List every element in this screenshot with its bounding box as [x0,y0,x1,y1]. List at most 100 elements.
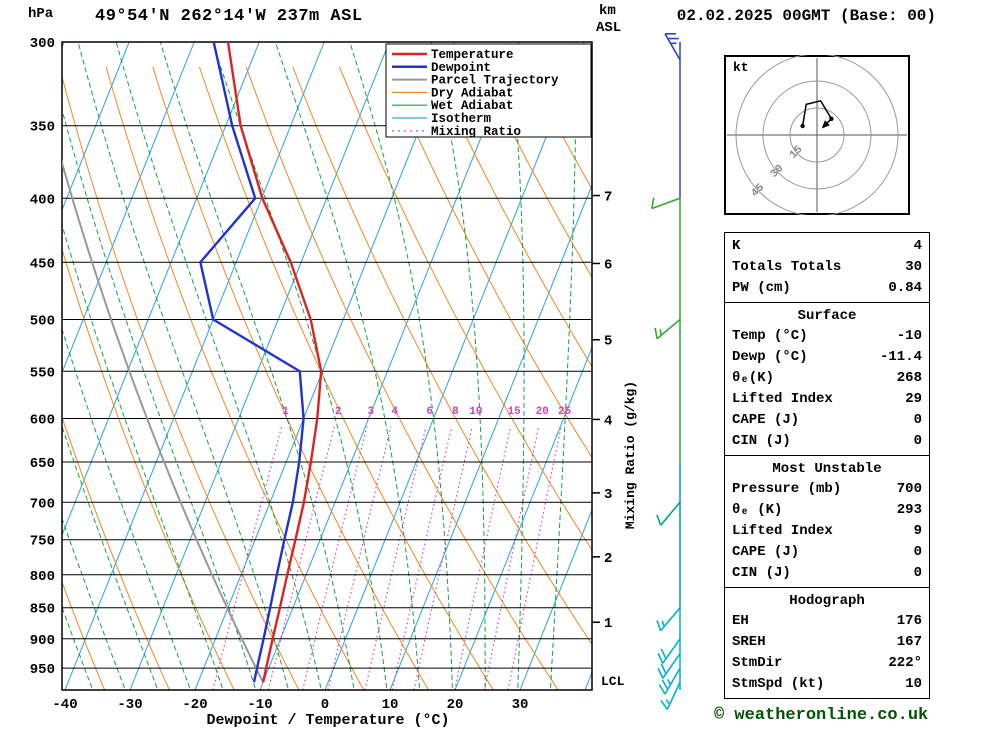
table-row-value: 9 [913,523,922,539]
table-row: StmDir 222° [725,653,929,674]
table-row: CIN (J) 0 [725,563,929,584]
table-row: EH 176 [725,611,929,632]
table-row: Pressure (mb) 700 [725,479,929,500]
svg-text:6: 6 [604,257,612,273]
table-row-label: Dewp (°C) [732,349,808,365]
svg-text:-30: -30 [117,697,142,713]
temperature-line [226,42,323,683]
svg-text:950: 950 [30,662,55,678]
hodograph-arrow [821,120,830,129]
table-row-value: 0.84 [888,280,922,296]
svg-text:25: 25 [558,406,572,418]
page-title: 49°54'N 262°14'W 237m ASL [95,7,363,26]
table-row-label: StmSpd (kt) [732,676,825,692]
temperature-axis-labels: -40 -30 -20 -10 0 10 20 30 [52,697,528,713]
table-row-value: 0 [913,412,922,428]
svg-text:400: 400 [30,192,55,208]
table-section-header: Most Unstable [772,461,882,477]
svg-text:3: 3 [367,406,374,418]
table-row-label: CAPE (J) [732,544,800,560]
table-row-value: 29 [905,391,922,407]
svg-text:0: 0 [321,697,329,713]
svg-text:900: 900 [30,633,55,649]
svg-text:20: 20 [536,406,549,418]
table-row: Totals Totals 30 [725,257,929,278]
skewt-background [62,42,592,690]
svg-text:6: 6 [426,406,433,418]
wind-barb [656,607,681,632]
table-section: Hodograph EH 176 SREH 167 StmDir 222° StmSpd (k… [725,587,929,698]
svg-text:550: 550 [30,365,55,381]
table-row-value: 293 [896,502,922,518]
svg-text:10: 10 [382,697,399,713]
table-row: Lifted Index 9 [725,521,929,542]
svg-text:Wet Adiabat: Wet Adiabat [431,99,514,113]
mixing-ratio-lines [212,426,562,690]
table-row-label: CIN (J) [732,433,791,449]
svg-text:1: 1 [282,406,289,418]
plot-border [61,41,593,691]
svg-text:2: 2 [604,551,612,567]
table-section-header: Hodograph [789,593,865,609]
svg-text:4: 4 [391,406,398,418]
table-row-label: K [732,238,741,254]
mixing-axis-title: Mixing Ratio (g/kg) [623,381,638,529]
table-row-label: SREH [732,634,766,650]
wind-barb [656,501,681,526]
svg-text:30: 30 [512,697,529,713]
sounding-profiles [62,42,323,683]
table-row-label: Temp (°C) [732,328,808,344]
svg-text:3: 3 [604,487,612,503]
mixing-ratio-labels: 1 2 3 4 6 8 10 15 20 25 [282,406,571,418]
svg-text:1: 1 [604,616,612,632]
table-row-label: EH [732,613,749,629]
svg-text:Temperature: Temperature [431,48,514,62]
table-row-value: 0 [913,565,922,581]
hodograph-trace [801,99,833,127]
svg-text:700: 700 [30,496,55,512]
wind-barb [651,197,681,210]
svg-text:Mixing Ratio: Mixing Ratio [431,125,521,139]
svg-text:650: 650 [30,456,55,472]
table-section: Most Unstable Pressure (mb) 700 θₑ (K) 293 Li… [725,455,929,587]
table-row: θₑ(K) 268 [725,368,929,389]
table-section: Surface Temp (°C) -10 Dewp (°C) -11.4 θₑ(K) 26… [725,302,929,455]
svg-text:20: 20 [447,697,464,713]
table-row-label: Pressure (mb) [732,481,842,497]
svg-text:4: 4 [604,413,612,429]
svg-text:-20: -20 [182,697,207,713]
svg-text:15: 15 [508,406,522,418]
table-row-value: 4 [913,238,922,254]
table-row-value: 0 [913,544,922,560]
table-row-value: -10 [896,328,922,344]
parcel-line [62,159,264,683]
svg-text:800: 800 [30,569,55,585]
table-row-value: 700 [896,481,922,497]
svg-text:7: 7 [604,190,612,206]
svg-text:10: 10 [469,406,482,418]
svg-text:300: 300 [30,36,55,52]
wind-barb [664,33,681,61]
table-row: Temp (°C) -10 [725,326,929,347]
table-row-value: 268 [896,370,922,386]
table-row: CAPE (J) 0 [725,410,929,431]
svg-text:Dewpoint: Dewpoint [431,61,491,75]
svg-text:600: 600 [30,413,55,429]
wind-barb-column [651,33,681,710]
table-section-header: Surface [797,308,857,324]
table-row-value: 167 [896,634,922,650]
svg-text:850: 850 [30,602,55,618]
table-row-value: 0 [913,433,922,449]
table-row: Dewp (°C) -11.4 [725,347,929,368]
copyright: © weatheronline.co.uk [714,706,929,725]
svg-text:LCL: LCL [601,674,625,689]
table-row-label: PW (cm) [732,280,791,296]
table-row: CIN (J) 0 [725,431,929,452]
table-section: K 4 Totals Totals 30 PW (cm) 0.84 [725,233,929,302]
table-row-value: -11.4 [879,349,922,365]
